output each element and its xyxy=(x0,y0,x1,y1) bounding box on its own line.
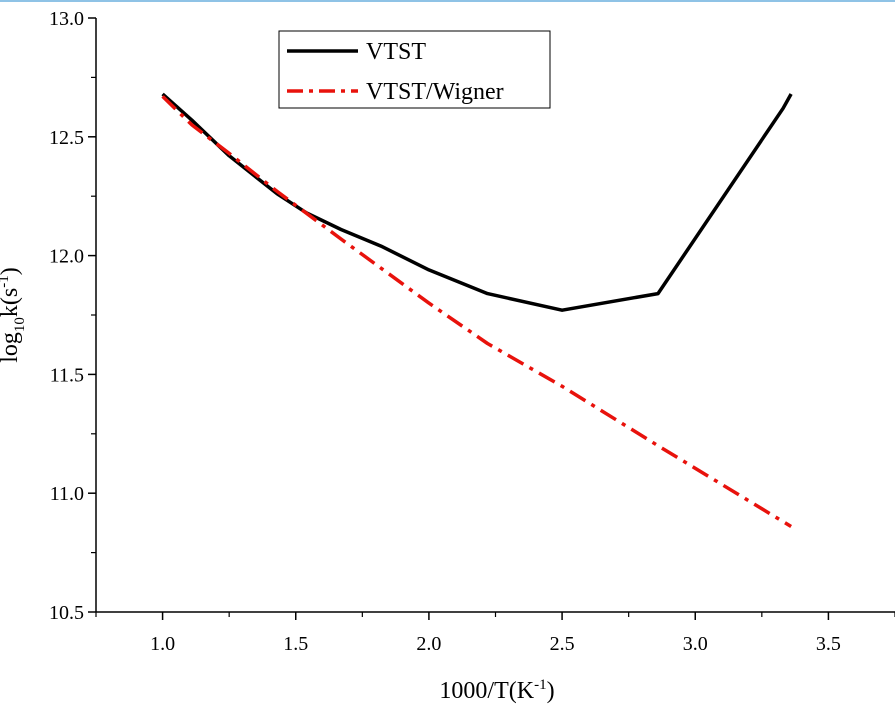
series-line-vtst-wigner xyxy=(163,96,792,526)
chart-canvas: 10.5 11.0 11.5 12.0 12.5 13.0 1.0 1.5 2.0 2.5 3.0 3… xyxy=(0,0,895,714)
x-tick-label: 1.0 xyxy=(150,633,175,655)
x-tick-label: 2.5 xyxy=(550,633,575,655)
y-axis-title: log10k(s-1) xyxy=(0,267,28,363)
x-tick-label: 2.0 xyxy=(416,633,441,655)
x-tick-label: 1.5 xyxy=(283,633,308,655)
y-tick-label: 12.5 xyxy=(49,127,84,149)
series-line-vtst xyxy=(163,94,792,310)
series-layer xyxy=(163,94,792,527)
x-tick-label: 3.0 xyxy=(683,633,708,655)
y-tick-label: 11.0 xyxy=(50,483,84,505)
y-tick-label: 13.0 xyxy=(49,8,84,30)
legend-label-wigner: VTST/Wigner xyxy=(366,79,504,105)
y-tick-label: 10.5 xyxy=(49,602,84,624)
y-tick-label: 12.0 xyxy=(49,246,84,268)
x-tick-label: 3.5 xyxy=(816,633,841,655)
x-axis-title: 1000/T(K-1) xyxy=(439,677,554,704)
legend: VTST VTST/Wigner xyxy=(279,31,550,108)
y-tick-label: 11.5 xyxy=(50,364,84,386)
legend-label-vtst: VTST xyxy=(366,39,426,65)
